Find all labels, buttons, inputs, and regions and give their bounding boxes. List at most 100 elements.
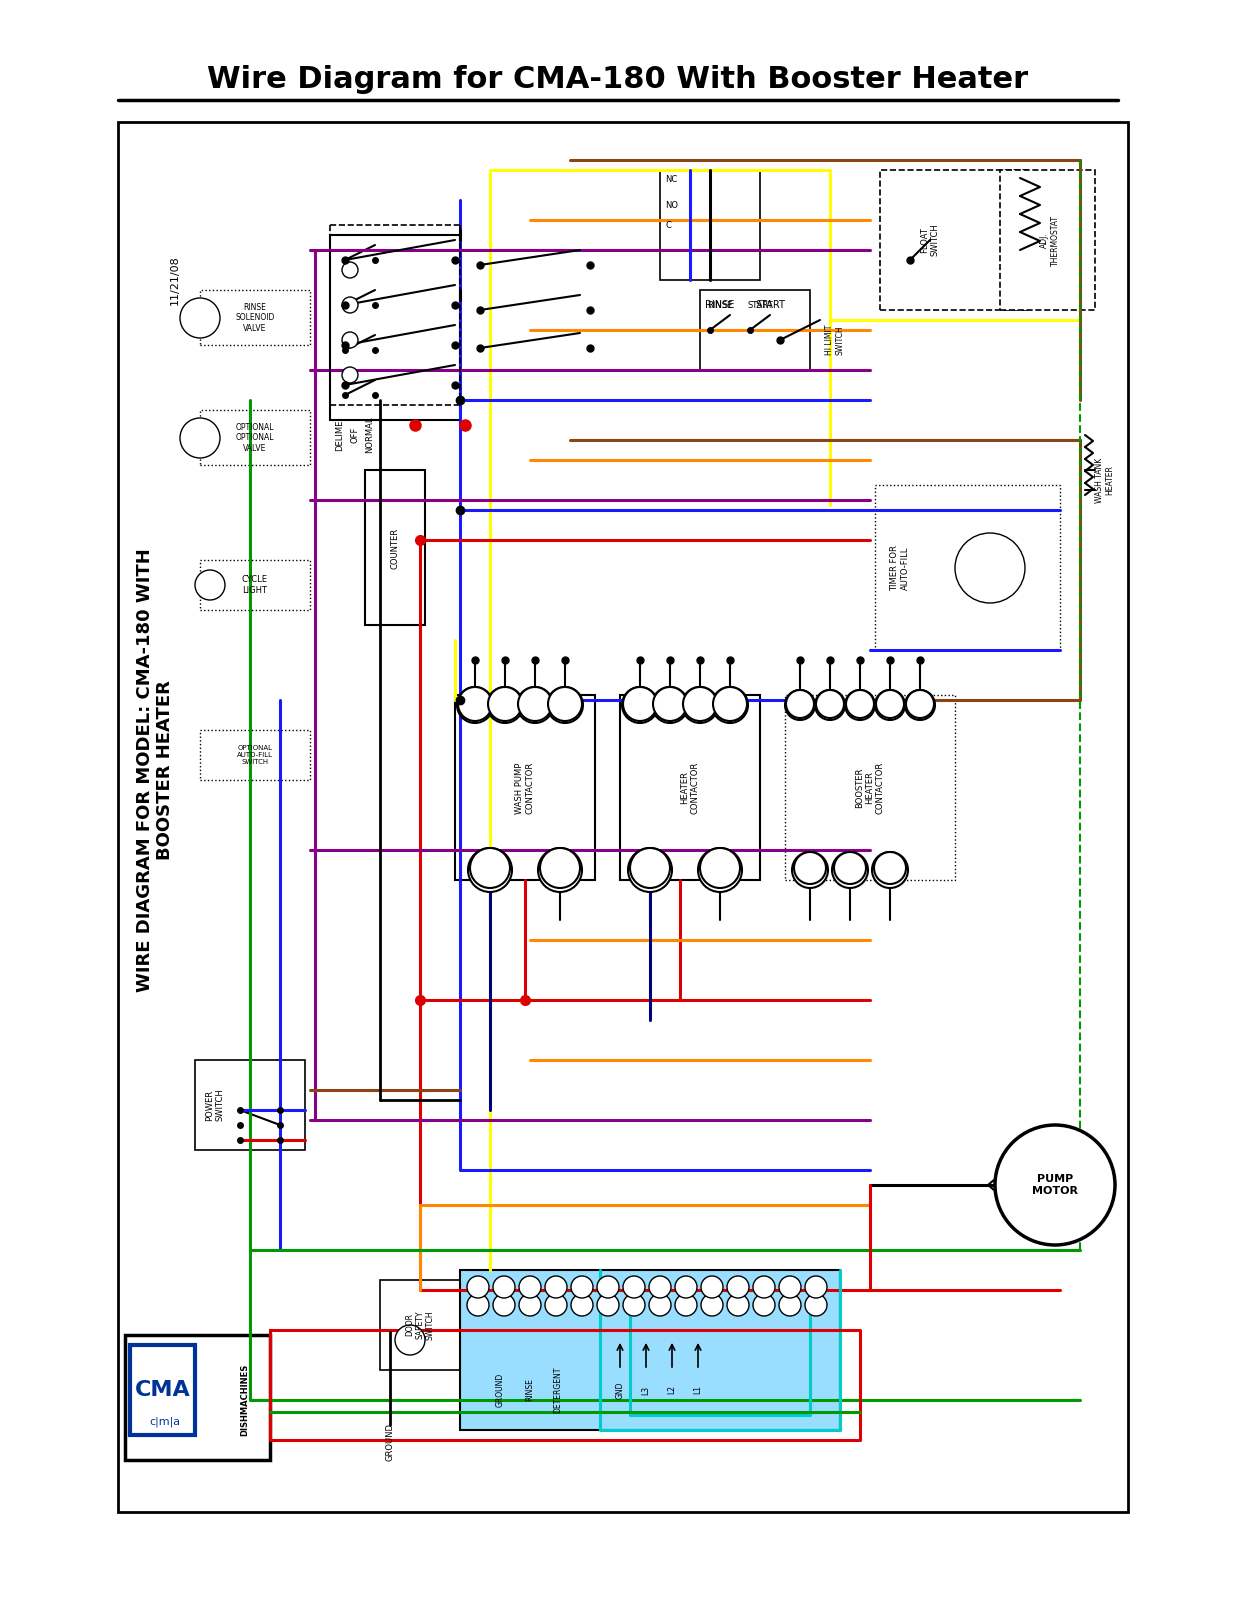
- Text: L3: L3: [642, 1386, 651, 1395]
- Text: NORMAL: NORMAL: [365, 416, 375, 453]
- Circle shape: [458, 686, 492, 722]
- Circle shape: [846, 690, 875, 718]
- Text: GROUND: GROUND: [386, 1422, 395, 1461]
- Text: L1: L1: [694, 1386, 703, 1395]
- Bar: [330, 235, 460, 419]
- Circle shape: [833, 851, 868, 888]
- Text: c|m|a: c|m|a: [150, 1416, 181, 1427]
- Text: PUMP
MOTOR: PUMP MOTOR: [1032, 1174, 1077, 1195]
- Text: START: START: [747, 301, 773, 309]
- Text: C: C: [666, 221, 670, 229]
- Circle shape: [630, 848, 670, 888]
- Bar: [200, 730, 310, 781]
- Circle shape: [815, 690, 845, 720]
- Text: ADJ.
THERMOSTAT: ADJ. THERMOSTAT: [1040, 214, 1060, 266]
- Circle shape: [701, 1294, 722, 1315]
- Circle shape: [834, 851, 866, 883]
- Text: 11/21/08: 11/21/08: [169, 254, 181, 306]
- Circle shape: [675, 1277, 696, 1298]
- Circle shape: [727, 1294, 748, 1315]
- Text: GROUND: GROUND: [496, 1373, 505, 1406]
- Bar: [661, 170, 760, 280]
- Circle shape: [623, 1277, 644, 1298]
- Circle shape: [805, 1277, 828, 1298]
- Bar: [130, 1346, 195, 1435]
- Text: POWER
SWITCH: POWER SWITCH: [205, 1088, 225, 1122]
- Circle shape: [195, 570, 225, 600]
- Text: CMA: CMA: [135, 1379, 190, 1400]
- Circle shape: [652, 686, 688, 723]
- Bar: [785, 694, 955, 880]
- Circle shape: [546, 1277, 567, 1298]
- Bar: [875, 485, 1060, 650]
- Bar: [620, 694, 760, 880]
- Text: DETERGENT: DETERGENT: [553, 1366, 563, 1413]
- Text: RINSE: RINSE: [708, 301, 732, 309]
- Text: TIMER FOR
AUTO-FILL: TIMER FOR AUTO-FILL: [891, 546, 909, 590]
- Text: L2: L2: [668, 1386, 677, 1395]
- Bar: [999, 170, 1095, 310]
- Circle shape: [341, 333, 357, 349]
- Circle shape: [785, 690, 814, 718]
- Circle shape: [682, 686, 717, 723]
- Circle shape: [181, 298, 220, 338]
- Circle shape: [487, 686, 523, 723]
- Circle shape: [468, 1277, 489, 1298]
- Text: OPTIONAL
OPTIONAL
VALVE: OPTIONAL OPTIONAL VALVE: [236, 422, 275, 453]
- Circle shape: [779, 1277, 802, 1298]
- Bar: [200, 290, 310, 346]
- Circle shape: [683, 686, 717, 722]
- Text: RINSE: RINSE: [705, 301, 735, 310]
- Text: GND: GND: [616, 1381, 625, 1398]
- Circle shape: [518, 686, 552, 722]
- Circle shape: [794, 851, 826, 883]
- Circle shape: [805, 1294, 828, 1315]
- Bar: [200, 410, 310, 466]
- Circle shape: [494, 1277, 515, 1298]
- Circle shape: [468, 1294, 489, 1315]
- Text: RINSE: RINSE: [526, 1379, 534, 1402]
- Circle shape: [547, 686, 583, 723]
- Bar: [380, 1280, 470, 1370]
- Bar: [200, 560, 310, 610]
- Bar: [460, 1270, 840, 1430]
- Circle shape: [181, 418, 220, 458]
- Circle shape: [727, 1277, 748, 1298]
- Text: WASH PUMP
CONTACTOR: WASH PUMP CONTACTOR: [516, 762, 534, 814]
- Circle shape: [548, 686, 581, 722]
- Circle shape: [538, 848, 581, 893]
- Circle shape: [341, 366, 357, 382]
- Bar: [455, 694, 595, 880]
- Text: DELIME: DELIME: [335, 419, 344, 451]
- Text: OFF: OFF: [350, 427, 360, 443]
- Text: RINSE
SOLENOID
VALVE: RINSE SOLENOID VALVE: [235, 302, 275, 333]
- Circle shape: [341, 262, 357, 278]
- Circle shape: [597, 1277, 618, 1298]
- Circle shape: [698, 848, 742, 893]
- Circle shape: [713, 686, 747, 722]
- Bar: [125, 1334, 270, 1459]
- Circle shape: [955, 533, 1025, 603]
- Text: WIRE DIAGRAM FOR MODEL: CMA-180 WITH
BOOSTER HEATER: WIRE DIAGRAM FOR MODEL: CMA-180 WITH BOO…: [136, 549, 174, 992]
- Circle shape: [701, 1277, 722, 1298]
- Text: HEATER
CONTACTOR: HEATER CONTACTOR: [680, 762, 700, 814]
- Circle shape: [845, 690, 875, 720]
- Circle shape: [995, 1125, 1115, 1245]
- Circle shape: [494, 1294, 515, 1315]
- Text: DOOR
SAFETY
SWITCH: DOOR SAFETY SWITCH: [404, 1310, 435, 1339]
- Bar: [700, 290, 810, 370]
- Circle shape: [597, 1294, 618, 1315]
- Circle shape: [905, 690, 935, 720]
- Circle shape: [779, 1294, 802, 1315]
- Text: COUNTER: COUNTER: [391, 528, 400, 568]
- Circle shape: [571, 1277, 593, 1298]
- Circle shape: [622, 686, 658, 723]
- Circle shape: [675, 1294, 696, 1315]
- Circle shape: [785, 690, 815, 720]
- Circle shape: [816, 690, 844, 718]
- Circle shape: [517, 686, 553, 723]
- Circle shape: [520, 1294, 541, 1315]
- Circle shape: [541, 848, 580, 888]
- Text: Wire Diagram for CMA-180 With Booster Heater: Wire Diagram for CMA-180 With Booster He…: [208, 66, 1028, 94]
- Text: START: START: [755, 301, 785, 310]
